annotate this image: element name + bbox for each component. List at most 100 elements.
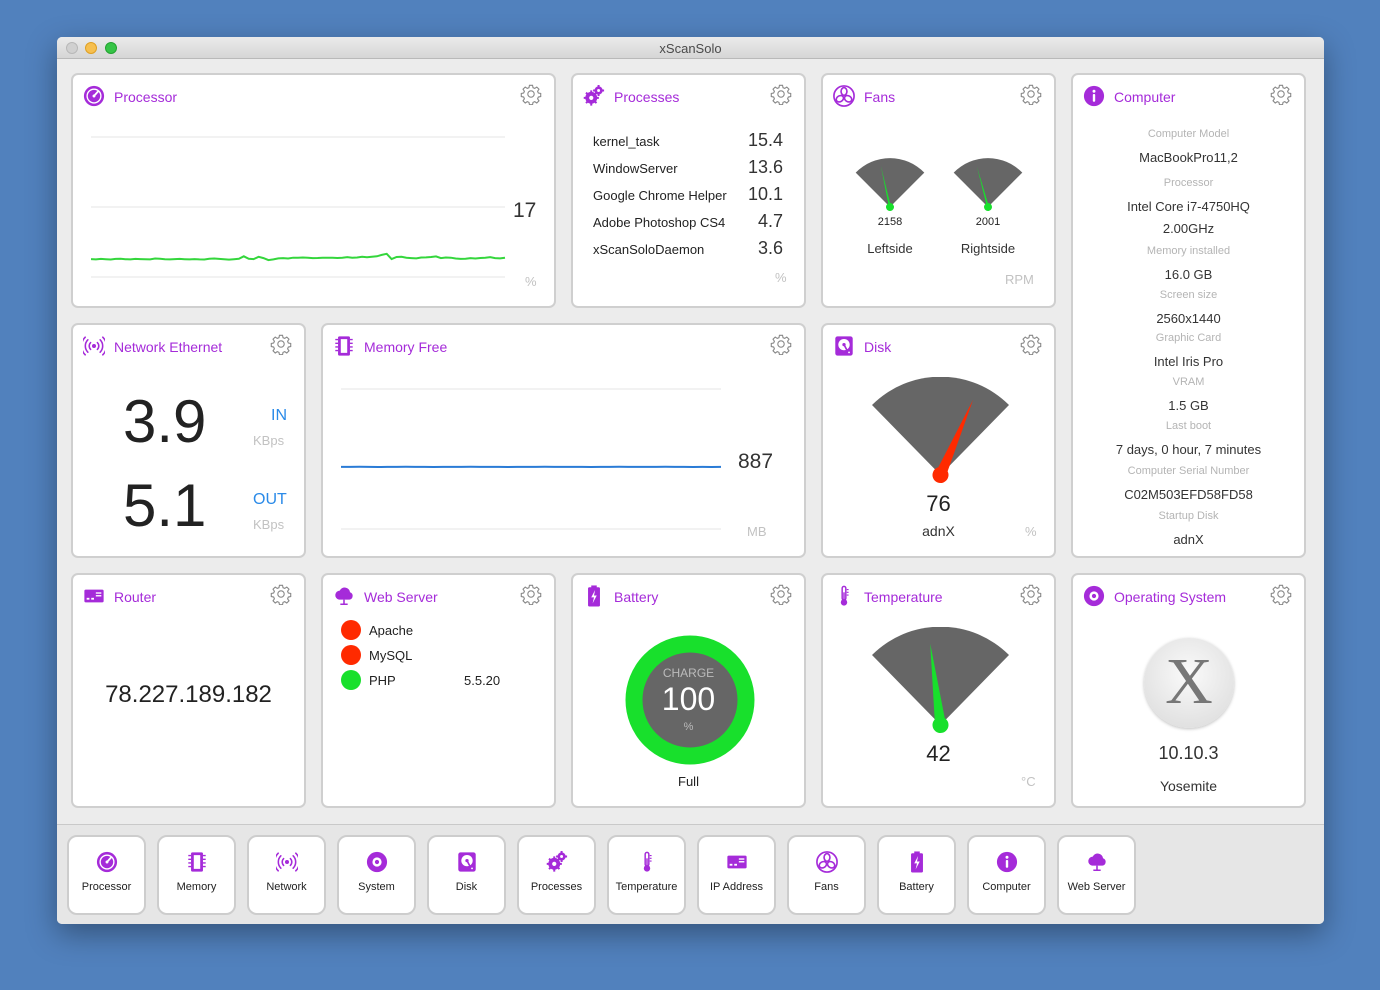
service-row: Apache	[341, 620, 541, 642]
nav-label: System	[358, 881, 395, 893]
fan-icon	[816, 851, 838, 873]
process-row: Adobe Photoshop CS4 4.7	[593, 211, 783, 242]
nav-button-battery[interactable]: Battery	[877, 835, 956, 915]
gear-icon[interactable]	[270, 583, 292, 605]
cpu-value: 17	[513, 199, 537, 222]
panel-title: Computer	[1114, 89, 1176, 105]
app-window: xScanSolo Processor 17 % Processes kerne…	[57, 37, 1324, 924]
gear-icon[interactable]	[1270, 83, 1292, 105]
memory-value: 887	[738, 450, 774, 473]
gear-icon[interactable]	[520, 83, 542, 105]
bottom-toolbar: Processor Memory Network System Disk Pro…	[57, 824, 1324, 924]
minimize-window-button[interactable]	[85, 42, 97, 54]
vram-label: VRAM	[1172, 376, 1205, 388]
disk-gauge	[872, 377, 1009, 483]
router-icon	[726, 851, 748, 873]
left-fan-label: Leftside	[867, 241, 913, 256]
process-row: WindowServer 13.6	[593, 157, 783, 188]
close-window-button[interactable]	[66, 42, 78, 54]
nav-label: Processor	[81, 881, 132, 893]
service-row: PHP 5.5.20	[341, 670, 541, 692]
cloud-icon	[333, 585, 355, 607]
battery-status: Full	[678, 774, 699, 789]
info-icon	[1083, 85, 1105, 107]
os-name: Yosemite	[1159, 778, 1218, 794]
network-out-label: OUT	[253, 491, 287, 508]
nav-button-fans[interactable]: Fans	[787, 835, 866, 915]
gear-icon[interactable]	[770, 333, 792, 355]
gear-icon[interactable]	[770, 83, 792, 105]
process-value: 10.1	[747, 184, 783, 204]
panel-title: Processor	[114, 89, 178, 105]
nav-button-system[interactable]: System	[337, 835, 416, 915]
left-fan-value: 2158	[877, 216, 903, 228]
speedometer-icon	[96, 851, 118, 873]
process-name: xScanSoloDaemon	[593, 242, 705, 257]
last-boot-value: 7 days, 0 hour, 7 minutes	[1115, 442, 1262, 457]
service-name: MySQL	[369, 648, 413, 663]
nav-button-memory[interactable]: Memory	[157, 835, 236, 915]
nav-button-ip-address[interactable]: IP Address	[697, 835, 776, 915]
nav-button-disk[interactable]: Disk	[427, 835, 506, 915]
battery-charge-label: CHARGE	[662, 666, 715, 680]
nav-label: Processes	[530, 881, 583, 893]
thermometer-icon	[636, 851, 658, 873]
nav-label: Network	[266, 881, 307, 893]
screen-size-value: 2560x1440	[1156, 311, 1221, 326]
process-value: 3.6	[757, 238, 783, 258]
disk-panel: Disk 76 adnX %	[821, 323, 1056, 558]
fan-icon	[833, 85, 855, 107]
nav-button-web-server[interactable]: Web Server	[1057, 835, 1136, 915]
gear-icon[interactable]	[1020, 333, 1042, 355]
process-value: 15.4	[747, 130, 783, 150]
temperature-needle	[930, 643, 949, 733]
computer-model-value: MacBookPro11,2	[1139, 150, 1238, 165]
gear-icon[interactable]	[520, 583, 542, 605]
disk-value: 76	[926, 491, 951, 516]
right-fan-gauge	[953, 158, 1023, 211]
disk-needle	[932, 399, 974, 483]
nav-button-temperature[interactable]: Temperature	[607, 835, 686, 915]
thermometer-icon	[833, 585, 855, 607]
left-fan-gauge	[855, 158, 925, 211]
process-value: 4.7	[757, 211, 783, 231]
cpu-unit: %	[525, 274, 537, 289]
system-icon	[366, 851, 388, 873]
process-name: WindowServer	[593, 161, 678, 176]
nav-button-processes[interactable]: Processes	[517, 835, 596, 915]
memory-chip-icon	[333, 335, 355, 357]
battery-icon	[906, 851, 928, 873]
service-version: 5.5.20	[464, 673, 501, 688]
zoom-window-button[interactable]	[105, 42, 117, 54]
panel-title: Operating System	[1114, 589, 1227, 605]
gear-icon[interactable]	[1270, 583, 1292, 605]
os-panel: Operating System X 10.10.3 Yosemite	[1071, 573, 1306, 808]
process-name: Adobe Photoshop CS4	[593, 215, 726, 230]
gear-icon[interactable]	[1020, 583, 1042, 605]
graphic-card-value: Intel Iris Pro	[1153, 354, 1224, 369]
network-panel: Network Ethernet 3.9 IN KBps 5.1 OUT KBp…	[71, 323, 306, 558]
network-out-value: 5.1	[123, 472, 207, 539]
temperature-value: 42	[926, 741, 951, 766]
processor-panel: Processor 17 %	[71, 73, 556, 308]
os-version: 10.10.3	[1158, 743, 1219, 763]
title-bar: xScanSolo	[57, 37, 1324, 59]
battery-value: 100	[661, 681, 716, 717]
gear-icon[interactable]	[270, 333, 292, 355]
graphic-card-label: Graphic Card	[1155, 332, 1222, 344]
router-icon	[83, 585, 105, 607]
nav-button-computer[interactable]: Computer	[967, 835, 1046, 915]
nav-label: Fans	[814, 881, 839, 893]
nav-button-processor[interactable]: Processor	[67, 835, 146, 915]
processes-unit: %	[775, 270, 787, 285]
panel-title: Temperature	[864, 589, 943, 605]
right-fan-label: Rightside	[960, 241, 1016, 256]
memory-unit: MB	[747, 524, 767, 539]
temperature-gauge	[872, 627, 1009, 733]
gear-icon[interactable]	[1020, 83, 1042, 105]
computer-panel: Computer Computer Model MacBookPro11,2 P…	[1071, 73, 1306, 558]
status-dot	[341, 670, 361, 690]
gear-icon[interactable]	[770, 583, 792, 605]
webserver-panel: Web Server Apache MySQL PHP 5.5.20	[321, 573, 556, 808]
nav-button-network[interactable]: Network	[247, 835, 326, 915]
